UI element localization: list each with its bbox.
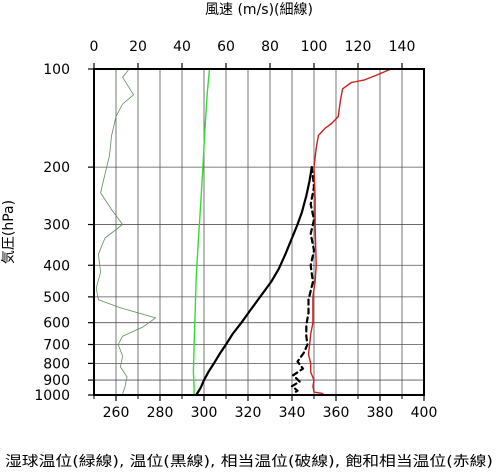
series-line-potential-temperature: [195, 166, 313, 397]
plot-frame: [93, 68, 425, 396]
y-tick-label: 900: [43, 373, 70, 389]
bottom-tick-label: 320: [235, 405, 262, 421]
top-axis-title: 風速 (m/s)(細線): [205, 2, 313, 18]
y-tick-label: 800: [43, 356, 70, 372]
bottom-tick-label: 380: [367, 405, 394, 421]
y-tick-label: 300: [43, 218, 70, 234]
bottom-tick-label: 280: [147, 405, 174, 421]
bottom-axis-title: 湿球温位(緑線), 温位(黒線), 相当温位(破線), 飽和相当温位(赤線): [5, 453, 493, 470]
y-tick-label: 1000: [34, 388, 70, 404]
series-line-wind-speed: [95, 68, 156, 394]
top-tick-label: 100: [301, 39, 328, 55]
tick-marks: [88, 63, 425, 401]
bottom-tick-label: 340: [279, 405, 306, 421]
bottom-tick-label: 300: [191, 405, 218, 421]
tick-labels: 260 280 300 320 340 360 380 400 0 20 40 60 80 100 120 1…: [34, 39, 437, 421]
series-layer: [95, 68, 392, 397]
top-tick-label: 60: [217, 39, 235, 55]
bottom-tick-label: 260: [103, 405, 130, 421]
top-tick-label: 0: [90, 39, 99, 55]
series-line-equivalent-potential-temperature: [290, 166, 316, 395]
y-tick-label: 100: [43, 62, 70, 78]
y-tick-label: 500: [43, 290, 70, 306]
top-tick-label: 20: [129, 39, 147, 55]
top-tick-label: 140: [389, 39, 416, 55]
top-tick-label: 40: [173, 39, 191, 55]
y-tick-label: 200: [43, 160, 70, 176]
y-tick-label: 700: [43, 338, 70, 354]
grid-lines: [94, 69, 424, 395]
top-tick-label: 80: [261, 39, 279, 55]
top-tick-label: 120: [345, 39, 372, 55]
y-tick-label: 600: [43, 316, 70, 332]
bottom-tick-label: 400: [411, 405, 438, 421]
series-line-wet-bulb-potential-temperature: [192, 68, 211, 396]
bottom-tick-label: 360: [323, 405, 350, 421]
y-axis-title: 気圧(hPa): [1, 200, 17, 264]
series-line-saturated-equivalent-potential-temperature: [307, 68, 392, 395]
y-tick-label: 400: [43, 258, 70, 274]
